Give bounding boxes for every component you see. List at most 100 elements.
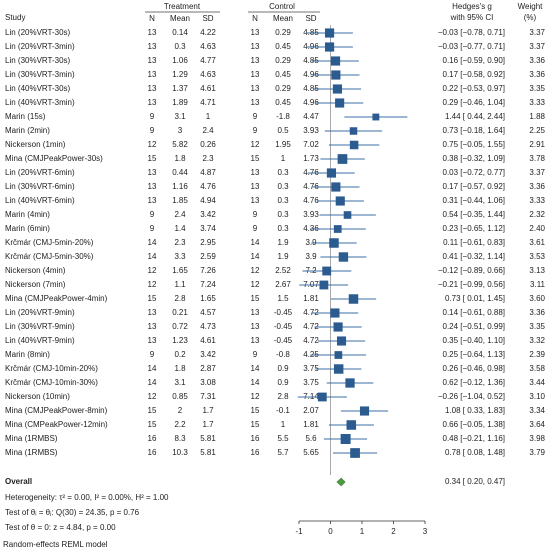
study-label: Lin (40%VRT-3min) — [5, 98, 75, 107]
effect-square — [329, 238, 339, 248]
treatment-cell: 0.2 — [174, 350, 186, 359]
effect-square — [333, 322, 343, 332]
overall-label: Overall — [5, 477, 32, 486]
effect-label: 0.23 [−0.65, 1.12] — [443, 224, 506, 233]
treatment-cell: 2.3 — [202, 154, 214, 163]
treatment-cell: 1.85 — [172, 196, 188, 205]
effect-square — [324, 28, 335, 38]
study-label: Lin (40%VRT-6min) — [5, 196, 75, 205]
study-label: Lin (40%VRT-9min) — [5, 336, 75, 345]
control-cell: 0.29 — [275, 84, 291, 93]
weight-label: 3.79 — [529, 448, 545, 457]
model-note: Random-effects REML model — [3, 540, 108, 549]
col-header: N — [149, 14, 155, 23]
control-cell: 3.93 — [303, 210, 319, 219]
control-cell: 12 — [251, 280, 260, 289]
weight-label: 3.53 — [529, 252, 545, 261]
treatment-cell: 1.89 — [172, 98, 188, 107]
treatment-cell: 0.14 — [172, 28, 188, 37]
effect-square — [340, 434, 351, 444]
effect-square — [335, 98, 345, 108]
effect-square — [348, 294, 359, 304]
treatment-cell: 12 — [148, 392, 157, 401]
treatment-cell: 13 — [148, 84, 157, 93]
treatment-cell: 3.1 — [174, 378, 186, 387]
weight-header: Weight — [518, 2, 544, 11]
treatment-cell: 15 — [148, 420, 157, 429]
treatment-cell: 13 — [148, 196, 157, 205]
weight-label: 3.33 — [529, 98, 545, 107]
control-cell: 9 — [253, 210, 258, 219]
treatment-cell: 1.37 — [172, 84, 188, 93]
treatment-cell: 4.73 — [200, 322, 216, 331]
control-cell: 3.9 — [305, 238, 317, 247]
treatment-cell: 14 — [148, 238, 157, 247]
control-cell: 7.02 — [303, 140, 319, 149]
treatment-cell: 12 — [148, 266, 157, 275]
effect-label: 0.31 [−0.44, 1.06] — [443, 196, 506, 205]
control-cell: 13 — [251, 28, 260, 37]
control-cell: 14 — [251, 378, 260, 387]
effect-label: 0.73 [−0.18, 1.64] — [443, 126, 506, 135]
effect-square — [331, 70, 341, 80]
control-cell: 4.72 — [303, 322, 319, 331]
control-cell: 1 — [281, 154, 286, 163]
treatment-cell: 4.22 — [200, 28, 216, 37]
effect-label: 1.08 [ 0.33, 1.83] — [445, 406, 505, 415]
effect-square — [372, 113, 380, 121]
x-tick-label: -1 — [295, 527, 303, 536]
effect-square — [343, 211, 352, 219]
col-header: SD — [202, 14, 213, 23]
treatment-cell: 13 — [148, 168, 157, 177]
treatment-cell: 9 — [150, 126, 155, 135]
col-header: Mean — [170, 14, 190, 23]
control-cell: 13 — [251, 42, 260, 51]
control-cell: 13 — [251, 56, 260, 65]
control-header: Control — [269, 2, 295, 11]
control-cell: 5.7 — [277, 448, 289, 457]
control-cell: -0.1 — [276, 406, 290, 415]
treatment-cell: 12 — [148, 280, 157, 289]
effect-square — [334, 351, 343, 359]
weight-label: 3.33 — [529, 196, 545, 205]
treatment-cell: 1.29 — [172, 70, 188, 79]
treatment-cell: 13 — [148, 70, 157, 79]
study-label: Marin (15s) — [5, 112, 46, 121]
control-cell: 4.85 — [303, 84, 319, 93]
effect-square — [330, 56, 341, 66]
effect-square — [317, 392, 327, 402]
weight-label: 3.98 — [529, 434, 545, 443]
effect-square — [331, 182, 341, 192]
col-header: N — [252, 14, 258, 23]
effect-label: −0.21 [−0.99, 0.56] — [438, 280, 505, 289]
study-label: Marin (2min) — [5, 126, 50, 135]
control-cell: 2.52 — [275, 266, 291, 275]
control-cell: 5.65 — [303, 448, 319, 457]
control-cell: 0.45 — [275, 42, 291, 51]
effect-square — [338, 252, 349, 262]
control-cell: 15 — [251, 294, 260, 303]
treatment-cell: 9 — [150, 210, 155, 219]
effect-label: 0.54 [−0.35, 1.44] — [443, 210, 506, 219]
effect-label: 0.41 [−0.32, 1.14] — [443, 252, 506, 261]
treatment-cell: 13 — [148, 322, 157, 331]
effect-square — [346, 420, 357, 430]
treatment-cell: 14 — [148, 252, 157, 261]
treatment-cell: 2.3 — [174, 238, 186, 247]
study-label: Marin (8min) — [5, 350, 50, 359]
note: Heterogeneity: τ² = 0.00, I² = 0.00%, H²… — [5, 493, 169, 502]
study-label: Nickerson (1min) — [5, 140, 66, 149]
effect-label: 0.17 [−0.58, 0.92] — [443, 70, 506, 79]
note: Test of θ = 0: z = 4.84, p = 0.00 — [5, 523, 116, 532]
weight-label: 1.88 — [529, 112, 545, 121]
control-cell: -1.8 — [276, 112, 290, 121]
treatment-cell: 3 — [178, 126, 183, 135]
effect-square — [333, 225, 342, 233]
control-cell: 9 — [253, 112, 258, 121]
control-cell: 13 — [251, 84, 260, 93]
control-cell: 1.81 — [303, 294, 319, 303]
treatment-cell: 2.95 — [200, 238, 216, 247]
effect-label: 0.03 [−0.72, 0.77] — [443, 168, 506, 177]
treatment-cell: 2.4 — [174, 210, 186, 219]
treatment-cell: 2.87 — [200, 364, 216, 373]
